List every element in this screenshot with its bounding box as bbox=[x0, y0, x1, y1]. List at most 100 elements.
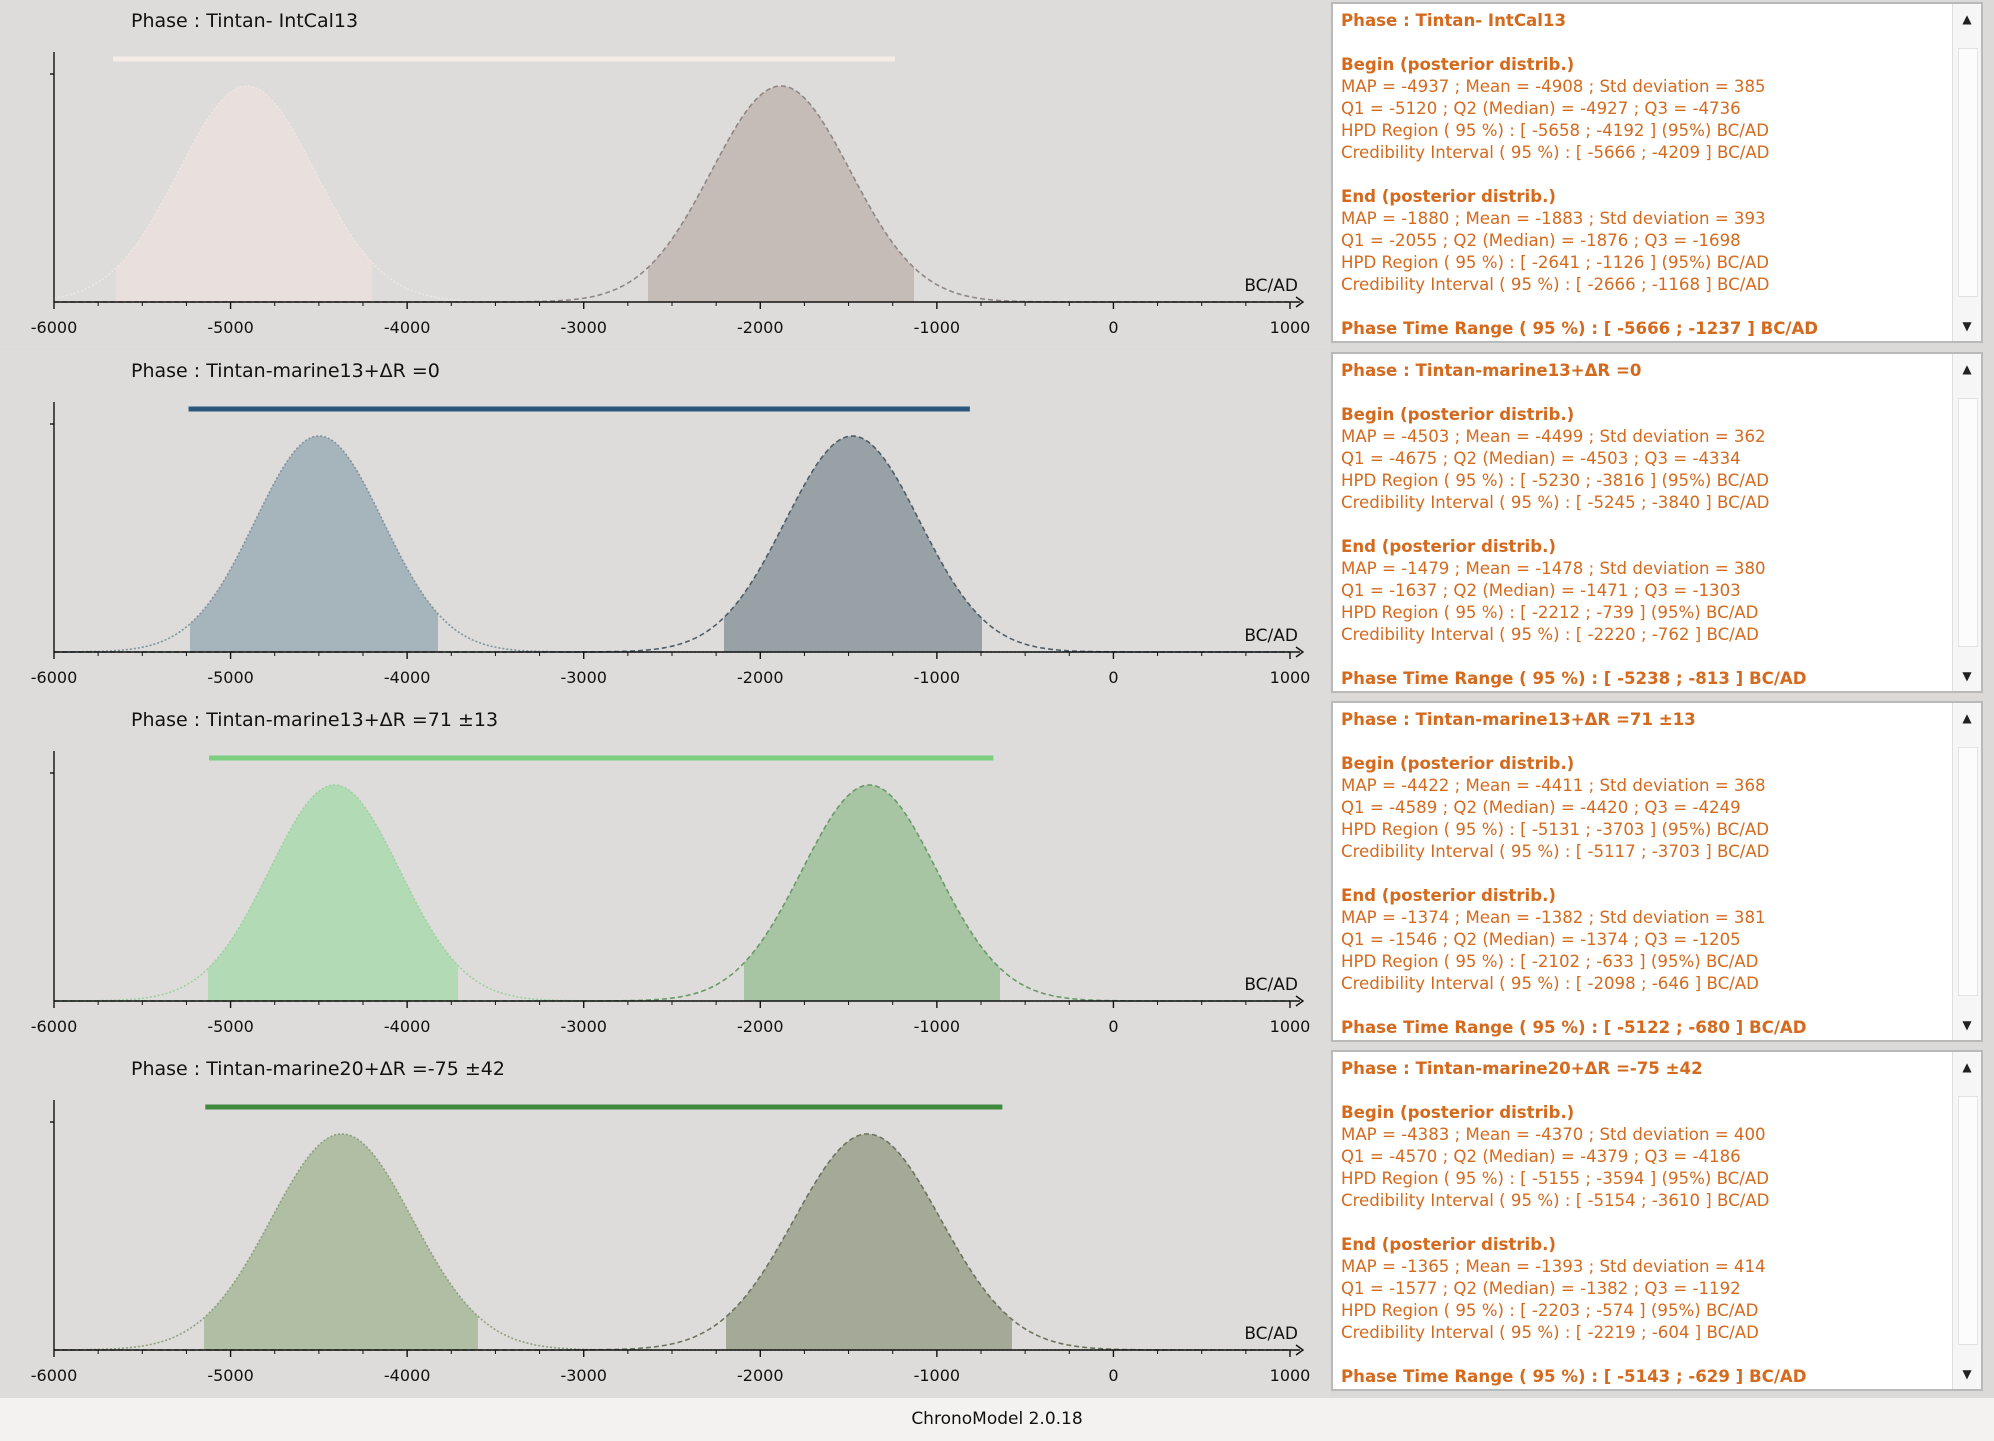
x-axis-arrow bbox=[1295, 995, 1305, 1007]
begin-section-heading: Begin (posterior distrib.) bbox=[1341, 55, 1575, 74]
begin-stat-line: Credibility Interval ( 95 %) : [ -5666 ;… bbox=[1341, 143, 1770, 162]
chart-canvas: -6000 -5000 -4000 -3000 -2000 -1000 0 1000 BC/AD bbox=[31, 1100, 1310, 1385]
x-tick-label: 0 bbox=[1108, 668, 1118, 687]
begin-stat-line: MAP = -4383 ; Mean = -4370 ; Std deviati… bbox=[1341, 1125, 1766, 1144]
end-stat-line: Credibility Interval ( 95 %) : [ -2098 ;… bbox=[1341, 974, 1759, 993]
phase-results-panel: Phase : Tintan-marine13+ΔR =71 ±13 Begin … bbox=[1331, 701, 1983, 1042]
begin-hpd-area bbox=[208, 785, 458, 1001]
x-axis-arrow bbox=[1295, 646, 1305, 658]
begin-stat-line: HPD Region ( 95 %) : [ -5230 ; -3816 ] (… bbox=[1341, 471, 1769, 490]
x-axis-arrow bbox=[1295, 1344, 1305, 1356]
phase-chart: Phase : Tintan-marine20+ΔR =-75 ±42 -6000… bbox=[0, 1048, 1330, 1397]
end-stat-line: Credibility Interval ( 95 %) : [ -2220 ;… bbox=[1341, 625, 1759, 644]
end-stat-line: HPD Region ( 95 %) : [ -2102 ; -633 ] (9… bbox=[1341, 952, 1759, 971]
end-section-heading: End (posterior distrib.) bbox=[1341, 886, 1556, 905]
scroll-up-arrow-icon[interactable]: ▲ bbox=[1962, 362, 1972, 376]
x-tick-label: -5000 bbox=[207, 318, 254, 337]
scroll-down-arrow-icon[interactable]: ▼ bbox=[1962, 1018, 1972, 1032]
vertical-scrollbar[interactable]: ▲ ▼ bbox=[1952, 354, 1981, 691]
spacer bbox=[1341, 164, 1947, 186]
spacer bbox=[1341, 382, 1947, 404]
phase-results-text: Phase : Tintan-marine20+ΔR =-75 ±42 Begin… bbox=[1341, 1058, 1947, 1388]
begin-hpd-area bbox=[190, 436, 438, 652]
panel-phase-title: Phase : Tintan-marine20+ΔR =-75 ±42 bbox=[1341, 1059, 1703, 1078]
begin-hpd-area bbox=[204, 1134, 478, 1350]
chart-canvas: -6000 -5000 -4000 -3000 -2000 -1000 0 1000 BC/AD bbox=[31, 52, 1311, 337]
phase-row: Phase : Tintan- IntCal13 -6000 -5000 -4000-… bbox=[0, 0, 1994, 349]
phase-row: Phase : Tintan-marine13+ΔR =0 -6000 -5000-… bbox=[0, 350, 1994, 699]
x-tick-label: 1000 bbox=[1270, 1017, 1311, 1036]
begin-stat-line: MAP = -4503 ; Mean = -4499 ; Std deviati… bbox=[1341, 427, 1766, 446]
end-hpd-area bbox=[726, 1134, 1012, 1350]
end-stat-line: MAP = -1880 ; Mean = -1883 ; Std deviati… bbox=[1341, 209, 1766, 228]
end-density-curve bbox=[54, 1133, 1290, 1351]
x-tick-label: -3000 bbox=[560, 318, 607, 337]
panel-phase-title: Phase : Tintan-marine13+ΔR =71 ±13 bbox=[1341, 710, 1696, 729]
chart-canvas: -6000 -5000 -4000 -3000 -2000 -1000 0 1000 BC/AD bbox=[31, 751, 1311, 1036]
begin-stat-line: HPD Region ( 95 %) : [ -5155 ; -3594 ] (… bbox=[1341, 1169, 1769, 1188]
begin-stat-line: Credibility Interval ( 95 %) : [ -5245 ;… bbox=[1341, 493, 1770, 512]
scrollbar-thumb[interactable] bbox=[1958, 398, 1978, 647]
scrollbar-thumb[interactable] bbox=[1958, 747, 1978, 996]
end-hpd-area bbox=[648, 86, 914, 302]
end-section-heading: End (posterior distrib.) bbox=[1341, 187, 1556, 206]
phase-chart: Phase : Tintan-marine13+ΔR =0 -6000 -5000-… bbox=[0, 350, 1330, 699]
scroll-down-arrow-icon[interactable]: ▼ bbox=[1962, 669, 1972, 683]
x-tick-label: -2000 bbox=[737, 668, 784, 687]
end-stat-line: HPD Region ( 95 %) : [ -2212 ; -739 ] (9… bbox=[1341, 603, 1759, 622]
x-axis-arrow bbox=[1295, 296, 1305, 308]
end-stat-line: Q1 = -2055 ; Q2 (Median) = -1876 ; Q3 = … bbox=[1341, 231, 1741, 250]
begin-stat-line: Q1 = -5120 ; Q2 (Median) = -4927 ; Q3 = … bbox=[1341, 99, 1741, 118]
results-view: Phase : Tintan- IntCal13 -6000 -5000 -4000-… bbox=[0, 0, 1994, 1398]
x-tick-label: -6000 bbox=[31, 318, 78, 337]
end-stat-line: MAP = -1365 ; Mean = -1393 ; Std deviati… bbox=[1341, 1257, 1766, 1276]
scrollbar-thumb[interactable] bbox=[1958, 1096, 1978, 1345]
phase-results-panel: Phase : Tintan- IntCal13 Begin (posterior… bbox=[1331, 2, 1983, 343]
panel-phase-title: Phase : Tintan-marine13+ΔR =0 bbox=[1341, 361, 1642, 380]
x-tick-label: -4000 bbox=[384, 1366, 431, 1385]
end-stat-line: Q1 = -1577 ; Q2 (Median) = -1382 ; Q3 = … bbox=[1341, 1279, 1741, 1298]
x-tick-label: 1000 bbox=[1270, 668, 1311, 687]
x-tick-label: -3000 bbox=[560, 668, 607, 687]
phase-results-text: Phase : Tintan-marine13+ΔR =0 Begin (post… bbox=[1341, 360, 1947, 690]
phase-row: Phase : Tintan-marine20+ΔR =-75 ±42 -6000… bbox=[0, 1048, 1994, 1397]
phase-row: Phase : Tintan-marine13+ΔR =71 ±13 -6000-… bbox=[0, 699, 1994, 1048]
x-tick-label: -4000 bbox=[384, 668, 431, 687]
phase-time-range-text: Phase Time Range ( 95 %) : [ -5143 ; -62… bbox=[1341, 1367, 1807, 1386]
scrollbar-thumb[interactable] bbox=[1958, 48, 1978, 297]
end-hpd-area bbox=[724, 436, 982, 652]
begin-stat-line: Q1 = -4589 ; Q2 (Median) = -4420 ; Q3 = … bbox=[1341, 798, 1741, 817]
spacer bbox=[1341, 514, 1947, 536]
x-tick-label: 0 bbox=[1108, 1017, 1118, 1036]
phase-time-range-text: Phase Time Range ( 95 %) : [ -5238 ; -81… bbox=[1341, 669, 1807, 688]
spacer bbox=[1341, 1212, 1947, 1234]
begin-stat-line: Credibility Interval ( 95 %) : [ -5154 ;… bbox=[1341, 1191, 1770, 1210]
scroll-up-arrow-icon[interactable]: ▲ bbox=[1962, 711, 1972, 725]
end-stat-line: MAP = -1479 ; Mean = -1478 ; Std deviati… bbox=[1341, 559, 1766, 578]
vertical-scrollbar[interactable]: ▲ ▼ bbox=[1952, 703, 1981, 1040]
x-tick-label: -4000 bbox=[384, 318, 431, 337]
vertical-scrollbar[interactable]: ▲ ▼ bbox=[1952, 4, 1981, 341]
begin-hpd-area bbox=[116, 86, 372, 302]
phase-results-panel: Phase : Tintan-marine20+ΔR =-75 ±42 Begin… bbox=[1331, 1050, 1983, 1391]
phase-results-panel: Phase : Tintan-marine13+ΔR =0 Begin (post… bbox=[1331, 352, 1983, 693]
end-stat-line: HPD Region ( 95 %) : [ -2203 ; -574 ] (9… bbox=[1341, 1301, 1759, 1320]
phase-results-text: Phase : Tintan-marine13+ΔR =71 ±13 Begin … bbox=[1341, 709, 1947, 1039]
scroll-up-arrow-icon[interactable]: ▲ bbox=[1962, 1060, 1972, 1074]
x-tick-label: -5000 bbox=[207, 1017, 254, 1036]
scroll-up-arrow-icon[interactable]: ▲ bbox=[1962, 12, 1972, 26]
end-stat-line: Q1 = -1637 ; Q2 (Median) = -1471 ; Q3 = … bbox=[1341, 581, 1741, 600]
x-tick-label: 1000 bbox=[1270, 318, 1311, 337]
x-tick-label: -2000 bbox=[737, 318, 784, 337]
scroll-down-arrow-icon[interactable]: ▼ bbox=[1962, 319, 1972, 333]
phase-chart: Phase : Tintan-marine13+ΔR =71 ±13 -6000-… bbox=[0, 699, 1330, 1048]
phase-chart-title: Phase : Tintan-marine13+ΔR =71 ±13 bbox=[131, 709, 499, 731]
end-stat-line: MAP = -1374 ; Mean = -1382 ; Std deviati… bbox=[1341, 908, 1766, 927]
spacer bbox=[1341, 1344, 1947, 1366]
begin-section-heading: Begin (posterior distrib.) bbox=[1341, 405, 1575, 424]
x-axis-unit-label: BC/AD bbox=[1244, 626, 1298, 646]
spacer bbox=[1341, 995, 1947, 1017]
app-version-label: ChronoModel 2.0.18 bbox=[911, 1409, 1083, 1429]
scroll-down-arrow-icon[interactable]: ▼ bbox=[1962, 1367, 1972, 1381]
vertical-scrollbar[interactable]: ▲ ▼ bbox=[1952, 1052, 1981, 1389]
